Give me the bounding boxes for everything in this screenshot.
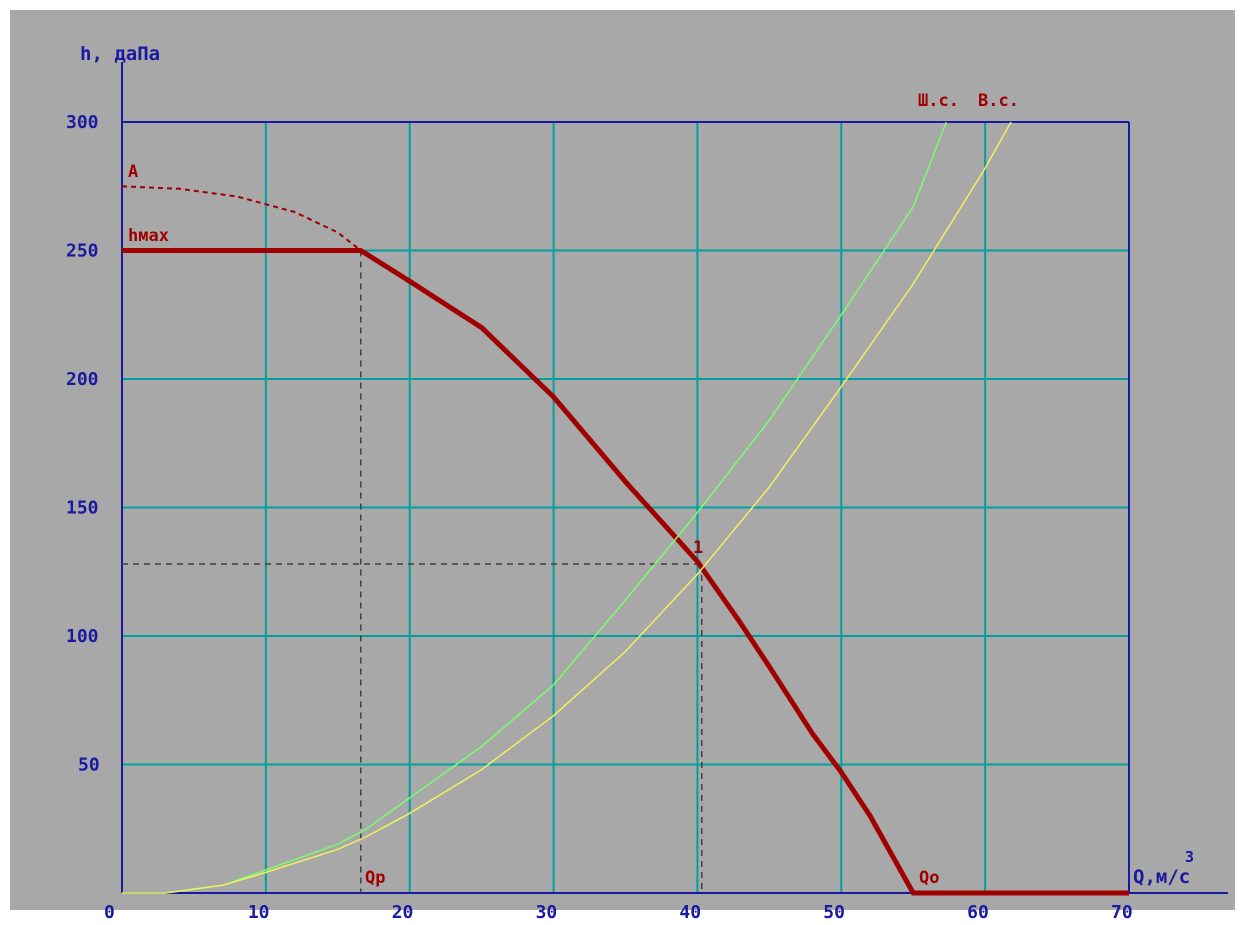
label-hmax: hмax	[128, 226, 169, 246]
x-tick-label-40: 40	[679, 902, 701, 923]
y-tick-label-50: 50	[78, 755, 100, 776]
series-fan_operating	[122, 248, 1129, 896]
series-fan_full_theoretical	[121, 185, 362, 252]
chart-panel	[10, 10, 1235, 910]
label-Qp: Qр	[365, 868, 385, 888]
label-point-1: 1	[693, 538, 703, 558]
y-axis-label: h, даПа	[80, 43, 160, 65]
x-tick-label-0: 0	[104, 902, 115, 923]
label-v-network: В.с.	[978, 91, 1019, 111]
series-lines	[121, 121, 1129, 896]
label-Qo: Qо	[919, 868, 939, 888]
label-A: A	[128, 162, 138, 182]
y-tick-label-150: 150	[66, 498, 99, 519]
x-tick-label-30: 30	[536, 902, 558, 923]
series-network_sh	[122, 121, 947, 894]
x-axis-label: Q,м/с	[1133, 866, 1190, 888]
y-tick-label-300: 300	[66, 112, 99, 133]
label-sh-network: Ш.с.	[918, 91, 959, 111]
series-network_v	[122, 121, 1012, 894]
y-tick-label-250: 250	[66, 241, 99, 262]
x-tick-label-10: 10	[248, 902, 270, 923]
y-tick-label-100: 100	[66, 626, 99, 647]
x-tick-label-70: 70	[1111, 902, 1133, 923]
tick-labels: 0 10 20 30 40 50 60 70 50 100 150 200 250 300	[66, 112, 1133, 923]
y-tick-label-200: 200	[66, 369, 99, 390]
guide-lines	[122, 250, 703, 893]
grid	[122, 122, 1129, 893]
x-tick-label-50: 50	[823, 902, 845, 923]
x-tick-label-60: 60	[967, 902, 989, 923]
x-axis-label-superscript: 3	[1185, 848, 1194, 866]
x-tick-label-20: 20	[392, 902, 414, 923]
